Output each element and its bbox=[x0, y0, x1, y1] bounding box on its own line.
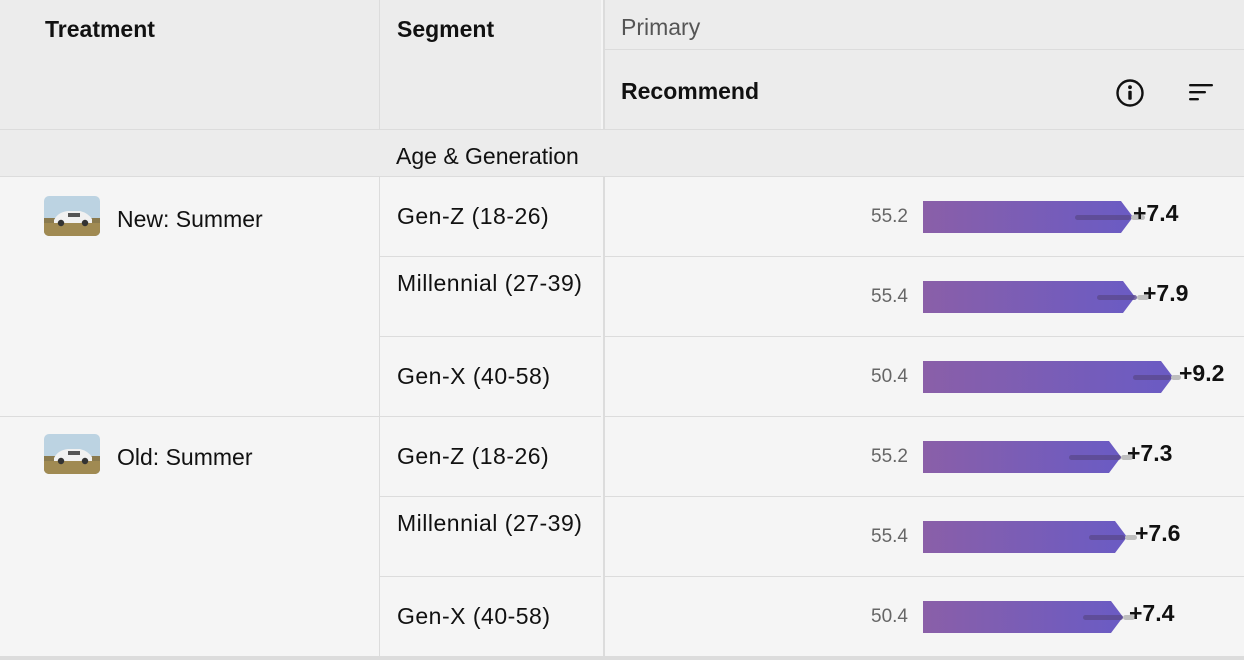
table-bottom-border bbox=[0, 656, 1244, 660]
segment-label: Millennial (27-39) bbox=[397, 270, 583, 296]
metric-value: 55.2 bbox=[871, 446, 908, 467]
value-cell[interactable]: 55.4 +7.6 bbox=[603, 497, 1244, 577]
delta-marker-tail bbox=[1123, 615, 1135, 620]
segment-label: Gen-X (40-58) bbox=[397, 603, 551, 629]
delta-value: +7.9 bbox=[1143, 280, 1189, 306]
delta-value: +7.4 bbox=[1129, 600, 1175, 626]
metric-bar bbox=[923, 361, 1173, 393]
segment-label: Millennial (27-39) bbox=[397, 510, 583, 536]
header-segment: Segment bbox=[379, 0, 601, 129]
segment-cell: Gen-Z (18-26) bbox=[379, 177, 601, 257]
value-cell[interactable]: 50.4 +9.2 bbox=[603, 337, 1244, 417]
delta-marker-tail bbox=[1171, 375, 1181, 380]
metric-bar bbox=[923, 201, 1133, 233]
value-cell[interactable]: 55.4 +7.9 bbox=[603, 257, 1244, 337]
segment-cell: Millennial (27-39) bbox=[379, 497, 601, 577]
header-treatment: Treatment bbox=[0, 0, 379, 129]
delta-marker bbox=[1069, 455, 1121, 460]
segment-cell: Gen-Z (18-26) bbox=[379, 417, 601, 497]
metric-bar bbox=[923, 601, 1123, 633]
metric-value: 50.4 bbox=[871, 606, 908, 627]
header-primary: Primary bbox=[603, 0, 1244, 49]
car-thumbnail[interactable] bbox=[44, 196, 100, 236]
treatment-cell: Old: Summer bbox=[0, 417, 379, 657]
group-row: Age & Generation bbox=[0, 129, 1244, 177]
delta-value: +7.4 bbox=[1133, 200, 1179, 226]
car-thumbnail[interactable] bbox=[44, 434, 100, 474]
value-cell[interactable]: 50.4 +7.4 bbox=[603, 577, 1244, 657]
segment-label: Gen-Z (18-26) bbox=[397, 443, 550, 469]
metric-value: 55.4 bbox=[871, 526, 908, 547]
delta-marker-tail bbox=[1131, 215, 1145, 220]
treatment-name: New: Summer bbox=[117, 206, 263, 232]
metric-value: 55.2 bbox=[871, 206, 908, 227]
value-cell[interactable]: 55.2 +7.3 bbox=[603, 417, 1244, 497]
header-metric[interactable]: Recommend bbox=[603, 49, 1244, 129]
metric-bar bbox=[923, 441, 1121, 473]
segment-label: Gen-Z (18-26) bbox=[397, 203, 550, 229]
segment-cell: Millennial (27-39) bbox=[379, 257, 601, 337]
delta-value: +7.3 bbox=[1127, 440, 1173, 466]
delta-marker-tail bbox=[1121, 455, 1133, 460]
delta-marker-tail bbox=[1125, 535, 1137, 540]
delta-marker bbox=[1083, 615, 1123, 620]
header-segment-label: Segment bbox=[397, 16, 495, 42]
segment-cell: Gen-X (40-58) bbox=[379, 577, 601, 657]
metric-bar bbox=[923, 521, 1127, 553]
delta-marker-tail bbox=[1137, 295, 1149, 300]
sort-icon[interactable] bbox=[1187, 80, 1215, 106]
delta-marker bbox=[1097, 295, 1137, 300]
metric-value: 50.4 bbox=[871, 366, 908, 387]
group-label: Age & Generation bbox=[396, 143, 579, 169]
delta-marker bbox=[1075, 215, 1131, 220]
delta-value: +7.6 bbox=[1135, 520, 1181, 546]
metric-value: 55.4 bbox=[871, 286, 908, 307]
delta-marker bbox=[1089, 535, 1125, 540]
segment-label: Gen-X (40-58) bbox=[397, 363, 551, 389]
info-icon[interactable] bbox=[1115, 78, 1145, 108]
value-cell[interactable]: 55.2 +7.4 bbox=[603, 177, 1244, 257]
metric-bar bbox=[923, 281, 1135, 313]
delta-value: +9.2 bbox=[1179, 360, 1225, 386]
delta-marker bbox=[1133, 375, 1171, 380]
header-treatment-label: Treatment bbox=[45, 16, 155, 42]
header-metric-label: Recommend bbox=[621, 78, 760, 104]
treatment-name: Old: Summer bbox=[117, 444, 253, 470]
header-primary-label: Primary bbox=[621, 14, 701, 40]
segment-cell: Gen-X (40-58) bbox=[379, 337, 601, 417]
treatment-cell: New: Summer bbox=[0, 177, 379, 417]
